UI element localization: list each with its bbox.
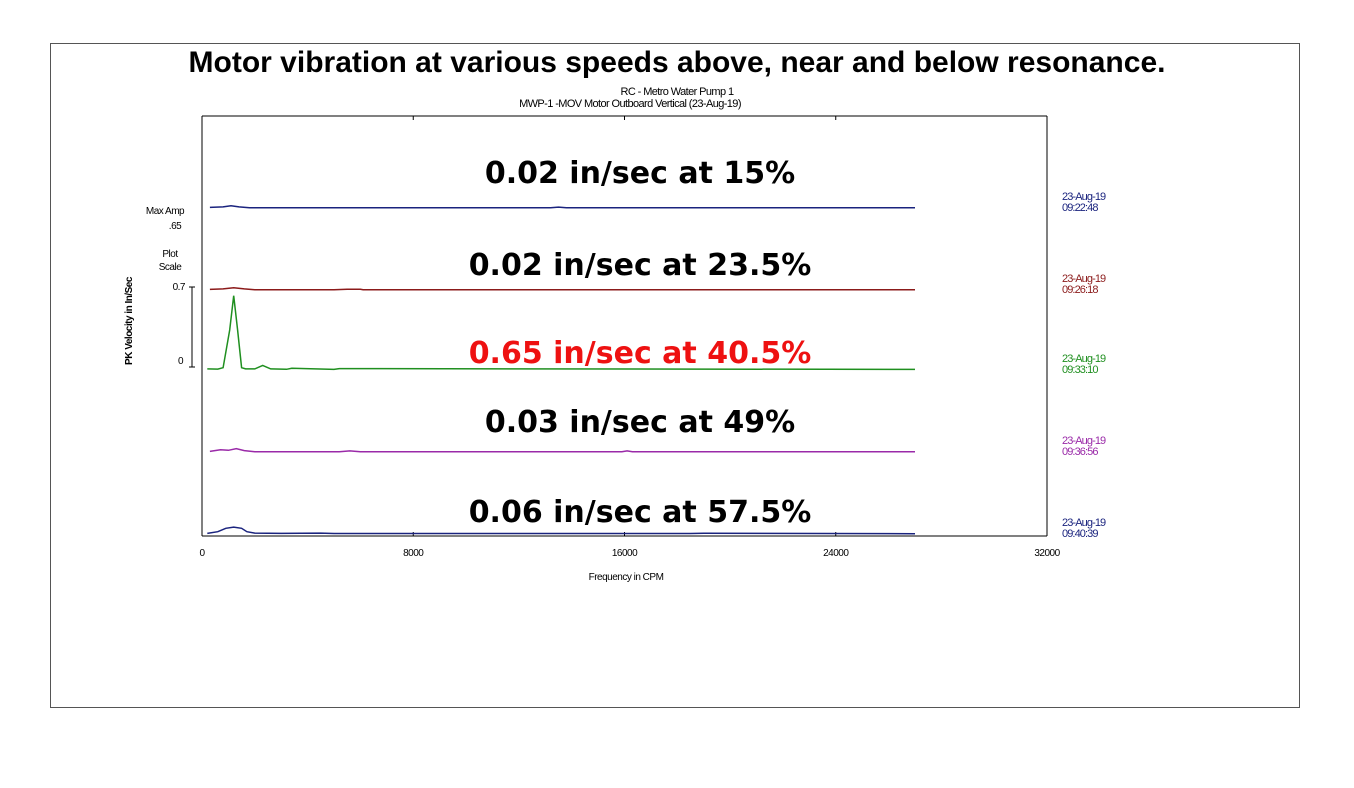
x-tick-label: 16000 (612, 548, 638, 559)
max-amp-value: .65 (169, 221, 182, 232)
series-annotation: 0.06 in/sec at 57.5% (469, 495, 812, 530)
chart-subtitle-machine: RC - Metro Water Pump 1 (620, 86, 735, 98)
series-timestamp-date: 23-Aug-19 (1062, 353, 1106, 365)
series-timestamp-date: 23-Aug-19 (1062, 517, 1106, 529)
plot-scale-label: Scale (159, 262, 182, 273)
y-axis-label: PK Velocity in In/Sec (124, 276, 135, 365)
series-line (209, 447, 915, 453)
x-axis-ticks: 0 8000 16000 24000 32000 (199, 116, 1061, 559)
series-line (207, 295, 916, 371)
scale-zero-label: 0 (178, 356, 184, 367)
chart-subtitle-point: MWP-1 -MOV Motor Outboard Vertical (23-A… (519, 98, 741, 110)
x-tick-label: 8000 (403, 548, 424, 559)
series-timestamp-date: 23-Aug-19 (1062, 273, 1106, 285)
series-annotation: 0.02 in/sec at 23.5% (469, 248, 812, 283)
series-timestamp-date: 23-Aug-19 (1062, 435, 1106, 447)
series-timestamp-time: 09:36:56 (1062, 446, 1098, 458)
series-layer: 0.02 in/sec at 15%23-Aug-1909:22:480.02 … (207, 156, 1107, 540)
figure-frame (50, 43, 1300, 708)
series-line (209, 204, 915, 209)
series-line (207, 526, 916, 535)
series-timestamp-time: 09:26:18 (1062, 284, 1098, 296)
series-line (209, 286, 915, 291)
x-tick-label: 24000 (823, 548, 849, 559)
series-annotation: 0.02 in/sec at 15% (485, 156, 795, 191)
plot-scale-bar (189, 286, 195, 368)
plot-scale-label: Plot (162, 249, 178, 260)
series-timestamp-time: 09:33:10 (1062, 364, 1098, 376)
series-annotation: 0.03 in/sec at 49% (485, 405, 795, 440)
scale-top-label: 0.7 (173, 282, 186, 293)
series-annotation: 0.65 in/sec at 40.5% (469, 336, 812, 371)
series-timestamp-time: 09:40:39 (1062, 528, 1098, 540)
chart-title: Motor vibration at various speeds above,… (188, 46, 1166, 79)
x-axis-label: Frequency in CPM (589, 572, 664, 583)
max-amp-label: Max Amp (146, 206, 185, 217)
x-tick-label: 0 (199, 548, 205, 559)
x-tick-label: 32000 (1034, 548, 1060, 559)
series-timestamp-date: 23-Aug-19 (1062, 191, 1106, 203)
series-timestamp-time: 09:22:48 (1062, 202, 1098, 214)
